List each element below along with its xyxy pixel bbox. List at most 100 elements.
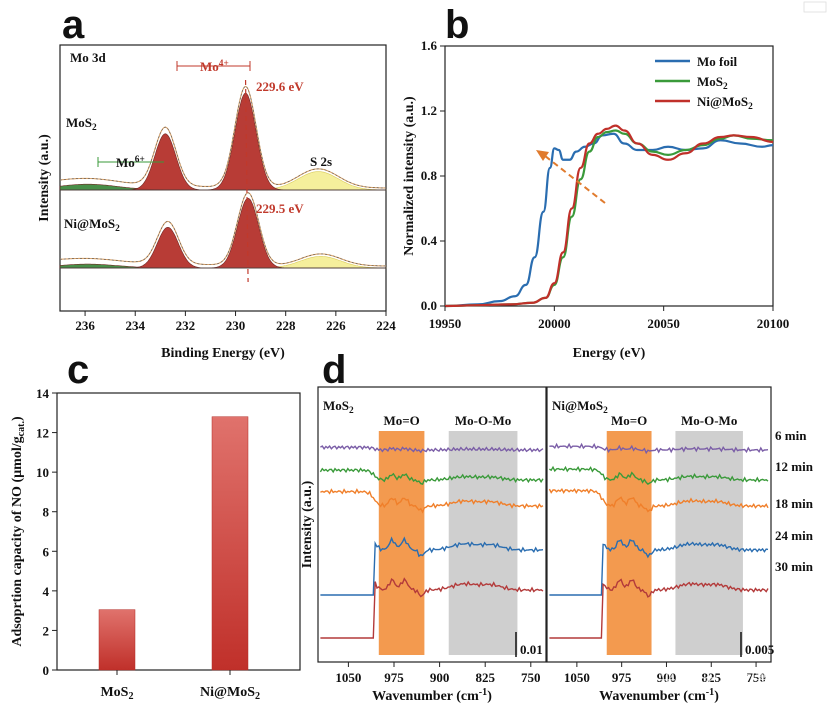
series-line-24-min (549, 539, 769, 596)
y-tick-label: 1.2 (421, 103, 437, 118)
spectrum-Ni@MoS2 (59, 192, 387, 269)
y-tick-label: 12 (36, 426, 49, 441)
x-tick-label: 19950 (429, 316, 462, 331)
spectrum-label-ni-mos2: Ni@MoS2 (64, 216, 120, 234)
panel-d-subplot-2: Mo=O Mo-O-Mo 1050 975 900 825 750 Ni@MoS2 0.005 W… (546, 386, 775, 704)
time-label-24-min: 24 min (775, 528, 814, 543)
time-label-6-min: 6 min (775, 428, 807, 443)
band-label-mo-o-mo: Mo-O-Mo (455, 413, 511, 428)
series-line-30-min (320, 577, 544, 639)
time-label-30-min: 30 min (775, 559, 814, 574)
panel-d: Mo=O Mo-O-Mo 1050 975 900 825 750 MoS2 0.01 Waven… (300, 386, 814, 704)
corner-decoration (803, 1, 827, 13)
x-tick-label: 900 (657, 670, 677, 685)
y-tick-label: 0.8 (421, 168, 438, 183)
s2s-annotation: S 2s (310, 154, 332, 169)
legend-label: MoS2 (697, 74, 728, 92)
x-tick-label: 226 (326, 318, 346, 333)
band-label-mo-o: Mo=O (383, 413, 419, 428)
time-label-12-min: 12 min (775, 459, 814, 474)
series-line-18-min (548, 487, 769, 513)
series-line-Mo foil (444, 132, 774, 308)
scale-bar-label: 0.005 (745, 642, 775, 657)
panel-c-frame (56, 392, 301, 671)
bar-Ni@MoS2 (211, 416, 249, 671)
x-axis-label: Binding Energy (eV) (161, 346, 285, 361)
series-line-6-min (549, 442, 769, 455)
fit-envelope (59, 192, 386, 267)
x-tick-label: 20100 (757, 316, 790, 331)
x-tick-label: 975 (612, 670, 632, 685)
y-axis-label: Intensity (a.u.) (37, 134, 52, 222)
y-tick-label: 4 (43, 584, 50, 599)
x-tick-label: 20050 (647, 316, 680, 331)
series-line-MoS2 (444, 129, 774, 308)
fit-envelope (59, 85, 386, 189)
panel-a-frame (59, 44, 387, 312)
legend-label: Mo foil (697, 54, 737, 69)
series-line-Ni@MoS2 (444, 124, 774, 308)
x-tick-label: 20000 (538, 316, 571, 331)
x-tick-label: 900 (430, 670, 450, 685)
band-mo-o-mo (675, 431, 743, 655)
series-line-12-min (549, 465, 769, 485)
watermark: 知乎 @无名之辈 (640, 670, 772, 691)
panel-c: MoS2 Ni@MoS2 0 2 4 6 8 10 12 14 Adsoprtion capacit… (10, 386, 301, 702)
x-tick-label: 224 (376, 318, 396, 333)
x-tick-label: 230 (226, 318, 246, 333)
legend-label: Ni@MoS2 (697, 94, 753, 112)
spectrum-label-mos2: MoS2 (66, 115, 97, 133)
y-axis-label: Intensity (a.u.) (300, 480, 315, 568)
panel-label-c: c (67, 348, 89, 392)
series-line-24-min (320, 536, 544, 596)
x-tick-label: 236 (75, 318, 95, 333)
series-line-30-min (549, 578, 769, 639)
y-tick-label: 14 (36, 386, 50, 401)
time-label-18-min: 18 min (775, 496, 814, 511)
panel-label-d: d (322, 348, 346, 392)
y-tick-label: 0.4 (421, 233, 438, 248)
panel-a: 236 234 232 230 228 226 224 Mo 3d MoS2 Ni@MoS2 Mo4… (37, 44, 396, 361)
category-label-Ni@MoS2: Ni@MoS2 (200, 685, 260, 702)
bar-MoS2 (98, 609, 136, 671)
panel-d-subplot-1: Mo=O Mo-O-Mo 1050 975 900 825 750 MoS2 0.01 Waven… (317, 386, 547, 704)
x-tick-label: 232 (176, 318, 196, 333)
band-label-mo-o-mo: Mo-O-Mo (681, 413, 737, 428)
x-axis-label: Energy (eV) (573, 346, 646, 361)
series-line-18-min (320, 488, 544, 514)
subplot-title: Ni@MoS2 (552, 398, 608, 416)
raw-data-line (59, 86, 386, 189)
x-axis-label: Wavenumber (cm-1) (372, 687, 492, 704)
panel-b: 19950 20000 20050 20100 0.0 0.4 0.8 1.2 1.6 Mo fo… (402, 38, 789, 361)
peak-shift-line (244, 79, 249, 283)
y-tick-label: 2 (43, 623, 50, 638)
peak-label-229-5: 229.5 eV (256, 201, 304, 216)
scale-bar-label: 0.01 (520, 642, 543, 657)
x-tick-label: 1050 (564, 670, 590, 685)
shift-arrow-head (536, 150, 549, 161)
y-axis-label: Normalized intensity (a.u.) (402, 96, 417, 256)
mo4-annotation: Mo4+ (200, 59, 229, 74)
series-line-6-min (320, 445, 544, 454)
y-axis-label: Adsoprtion capacity of NO (µmol/gcat.) (10, 416, 27, 647)
y-tick-label: 6 (43, 544, 50, 559)
y-tick-label: 8 (43, 505, 50, 520)
shift-arrow-line (539, 151, 606, 204)
x-tick-label: 750 (746, 670, 766, 685)
x-tick-label: 825 (702, 670, 722, 685)
x-tick-label: 1050 (335, 670, 361, 685)
spectrum-MoS2 (59, 85, 387, 191)
y-tick-label: 1.6 (421, 38, 438, 53)
x-tick-label: 234 (125, 318, 145, 333)
peak-label-229-6: 229.6 eV (256, 79, 304, 94)
band-label-mo-o: Mo=O (611, 413, 647, 428)
x-axis-label: Wavenumber (cm-1) (599, 687, 719, 704)
mo6-annotation: Mo6+ (116, 155, 145, 170)
panel-label-b: b (445, 3, 469, 47)
x-tick-label: 228 (276, 318, 296, 333)
panel-a-title: Mo 3d (70, 50, 107, 65)
y-tick-label: 0 (43, 663, 50, 678)
x-tick-label: 750 (521, 670, 541, 685)
x-tick-label: 825 (475, 670, 495, 685)
